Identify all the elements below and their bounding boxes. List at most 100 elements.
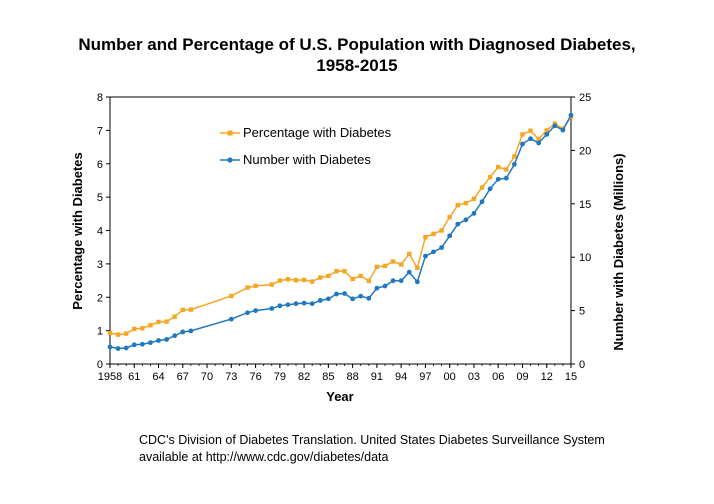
data-point-percentage — [293, 278, 299, 283]
y-axis-left: 0 1 2 3 4 5 6 7 8 — [97, 92, 110, 371]
data-point-number — [487, 186, 493, 192]
data-point-number — [139, 341, 145, 347]
data-point-number — [568, 112, 574, 118]
series-line-percentage — [109, 116, 572, 336]
data-point-percentage — [140, 326, 145, 331]
data-point-percentage — [447, 214, 452, 220]
data-point-number — [398, 278, 404, 284]
x-tick-label: 82 — [298, 371, 310, 383]
data-point-percentage — [520, 132, 525, 137]
data-point-number — [511, 161, 517, 167]
data-point-number — [156, 338, 161, 343]
data-point-number — [528, 136, 533, 142]
data-point-percentage — [245, 285, 250, 290]
x-tick-label: 03 — [468, 371, 480, 383]
legend-marker-percentage — [227, 130, 233, 136]
data-point-number — [503, 175, 509, 181]
data-point-percentage — [479, 185, 485, 190]
data-point-percentage — [439, 228, 444, 233]
data-point-number — [431, 249, 436, 255]
y-axis-right: 0 5 10 15 20 25 — [571, 92, 591, 371]
data-point-percentage — [326, 273, 331, 279]
y-left-tick-label: 4 — [97, 226, 103, 238]
chart-title-line-1: Number and Percentage of U.S. Population… — [78, 35, 636, 54]
data-point-number — [552, 123, 558, 129]
x-tick-label: 94 — [395, 371, 407, 383]
data-point-number — [107, 344, 113, 350]
y-left-tick-label: 6 — [97, 159, 103, 171]
data-point-percentage — [229, 293, 234, 299]
y-left-tick-label: 8 — [97, 92, 103, 104]
data-point-percentage — [285, 277, 291, 282]
data-point-percentage — [318, 275, 323, 280]
series-layer — [107, 112, 574, 351]
data-point-percentage — [115, 332, 121, 337]
data-point-percentage — [415, 265, 420, 271]
data-point-percentage — [132, 326, 137, 332]
data-point-number — [342, 291, 347, 296]
x-tick-label: 09 — [516, 371, 528, 383]
data-point-percentage — [107, 330, 113, 336]
y-left-tick-label: 1 — [97, 326, 103, 338]
data-point-percentage — [390, 259, 396, 264]
data-point-number — [334, 291, 339, 297]
y-left-tick-label: 0 — [97, 359, 103, 371]
data-point-number — [164, 337, 170, 342]
x-tick-label: 76 — [249, 371, 261, 383]
x-tick-label: 97 — [419, 371, 431, 383]
data-point-percentage — [164, 319, 169, 324]
data-point-percentage — [504, 167, 509, 172]
data-point-percentage — [496, 164, 501, 170]
data-point-number — [447, 233, 453, 239]
data-point-number — [390, 278, 396, 284]
data-point-number — [253, 308, 258, 313]
data-point-number — [544, 131, 550, 137]
data-point-number — [520, 141, 525, 147]
data-point-number — [471, 211, 477, 216]
source-line-2: available at http://www.cdc.gov/diabetes… — [139, 450, 389, 464]
y-left-tick-label: 3 — [97, 259, 103, 271]
data-point-number — [269, 306, 275, 311]
data-point-percentage — [269, 282, 274, 287]
data-point-percentage — [471, 196, 477, 201]
x-tick-label: 00 — [444, 371, 456, 383]
data-point-percentage — [334, 269, 339, 274]
data-point-percentage — [374, 264, 380, 270]
x-tick-label: 88 — [347, 371, 359, 383]
source-line-1: CDC's Division of Diabetes Translation. … — [139, 433, 605, 447]
data-point-percentage — [277, 278, 283, 283]
y-right-tick-label: 15 — [579, 199, 591, 211]
legend: Percentage with Diabetes Number with Dia… — [220, 125, 392, 167]
x-axis-title: Year — [326, 389, 353, 404]
data-point-number — [350, 296, 356, 302]
chart-title-line-2: 1958-2015 — [316, 56, 398, 75]
data-point-percentage — [350, 276, 355, 282]
data-point-number — [317, 298, 323, 303]
data-point-percentage — [180, 307, 185, 313]
data-point-percentage — [358, 273, 363, 279]
data-point-number — [479, 199, 485, 205]
data-point-number — [406, 269, 412, 275]
x-axis: 1958 61 64 67 70 73 76 79 82 85 88 91 94 97 00 03 06 09 12… — [98, 364, 577, 383]
data-point-number — [285, 302, 291, 308]
y-right-tick-label: 5 — [579, 306, 585, 318]
data-point-percentage — [156, 319, 161, 325]
legend-label-number: Number with Diabetes — [243, 152, 371, 167]
data-point-percentage — [172, 314, 177, 319]
data-point-percentage — [455, 202, 460, 208]
data-point-number — [536, 140, 542, 146]
data-point-number — [180, 329, 186, 335]
data-point-number — [131, 342, 137, 348]
data-point-number — [172, 333, 178, 339]
source-note: CDC's Division of Diabetes Translation. … — [139, 432, 605, 466]
x-tick-label: 85 — [322, 371, 334, 383]
data-point-number — [358, 293, 364, 299]
data-point-percentage — [123, 331, 129, 336]
data-point-number — [115, 346, 121, 351]
data-point-percentage — [407, 251, 412, 257]
x-tick-label: 06 — [492, 371, 504, 383]
data-point-percentage — [528, 128, 533, 133]
data-point-percentage — [536, 136, 541, 142]
y-left-tick-label: 2 — [97, 292, 103, 304]
